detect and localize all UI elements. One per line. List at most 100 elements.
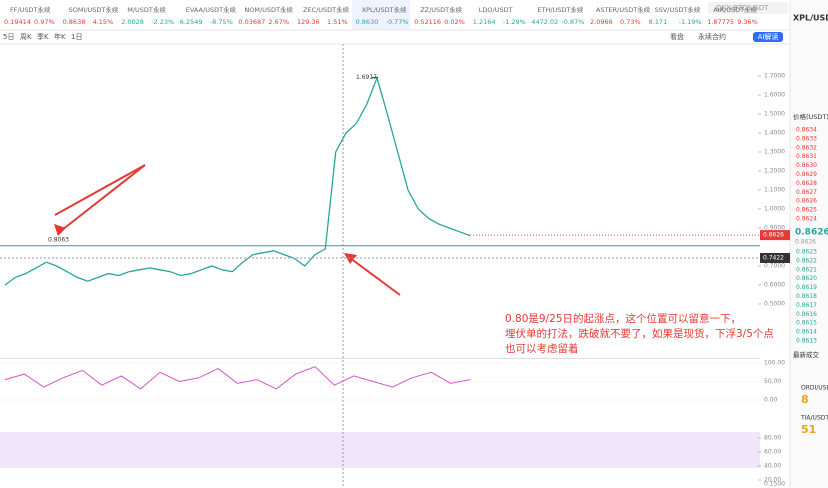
tab-change[interactable]: 0.73% bbox=[620, 18, 641, 26]
toolbar-item[interactable]: 看盘 bbox=[670, 32, 684, 41]
y-tick-label: 1.5000 bbox=[764, 111, 785, 118]
tab-name[interactable]: NOM/USDT永续 bbox=[244, 5, 293, 14]
tab-change[interactable]: -0.77% bbox=[386, 18, 409, 26]
interval[interactable]: 年K bbox=[54, 32, 66, 41]
list-name[interactable]: TIA/USDT bbox=[800, 415, 828, 422]
tab-price[interactable]: 0.8630 bbox=[356, 18, 379, 26]
tab-price[interactable]: 4472.02 bbox=[531, 18, 558, 26]
price-tag-text: 0.8626 bbox=[763, 232, 784, 239]
ai-label[interactable]: AI解读 bbox=[758, 32, 779, 41]
ask: 0.8627 bbox=[796, 189, 817, 196]
tab-change[interactable]: -8.75% bbox=[210, 18, 233, 26]
annotation: 埋伏单的打法，跌破就不要了，如果是现货，下浮3/5个点 bbox=[505, 327, 774, 340]
tab-name[interactable]: ASTER/USDT永续 bbox=[596, 5, 651, 14]
tab-price[interactable]: 0.52116 bbox=[414, 18, 441, 26]
ai-button[interactable] bbox=[753, 32, 783, 42]
tab-change[interactable]: -0.87% bbox=[561, 18, 584, 26]
tab-name[interactable]: SOMI/USDT永续 bbox=[69, 5, 119, 14]
toolbar-item[interactable]: 永续合约 bbox=[698, 32, 726, 41]
tab-price[interactable]: 0.19414 bbox=[4, 18, 31, 26]
y-tick-label: 0.7000 bbox=[764, 263, 785, 270]
interval[interactable]: 1日 bbox=[71, 33, 82, 41]
y-tick-label: 50.00 bbox=[764, 378, 781, 385]
tab-change[interactable]: -1.29% bbox=[503, 18, 526, 26]
arrow bbox=[349, 257, 401, 296]
tab-price[interactable]: 6.2549 bbox=[180, 18, 203, 26]
price-tag bbox=[760, 230, 790, 241]
tab-name[interactable]: M/USDT永续 bbox=[127, 5, 166, 14]
tab-name[interactable]: ETH/USDT永续 bbox=[537, 5, 584, 14]
tab-price[interactable]: 2.0966 bbox=[590, 18, 613, 26]
ask: 0.8625 bbox=[796, 207, 817, 214]
list-value[interactable]: 51 bbox=[801, 423, 816, 436]
tab-change[interactable]: 0.02% bbox=[444, 18, 465, 26]
bid: 0.8619 bbox=[796, 284, 817, 291]
tab-change[interactable]: 9.36% bbox=[737, 18, 758, 26]
tab-change[interactable]: -2.23% bbox=[151, 18, 174, 26]
price-tag-text: 0.7422 bbox=[763, 254, 784, 261]
tab-name[interactable]: ZZ/USDT永续 bbox=[420, 5, 462, 14]
tab-name[interactable]: FF/USDT永续 bbox=[10, 5, 51, 14]
tab-change[interactable]: 1.51% bbox=[327, 18, 348, 26]
y-tick-label: 0.6000 bbox=[764, 282, 785, 289]
tab-change[interactable]: 4.15% bbox=[93, 18, 114, 26]
tab-name[interactable]: LDO/USDT bbox=[479, 6, 513, 14]
interval[interactable]: 周K bbox=[20, 33, 32, 41]
active-tab bbox=[352, 0, 410, 30]
book-title: 价格(USDT) bbox=[793, 112, 828, 121]
y-tick-label: 40.00 bbox=[764, 463, 781, 470]
tab-bar bbox=[0, 0, 828, 30]
tab-price[interactable]: 1.2164 bbox=[473, 18, 496, 26]
y-tick-label: 1.1000 bbox=[764, 187, 785, 194]
search-box[interactable] bbox=[708, 2, 788, 14]
interval[interactable]: 5日 bbox=[3, 33, 14, 41]
y-tick-label: 1.3000 bbox=[764, 149, 785, 156]
bid: 0.8616 bbox=[796, 311, 817, 318]
tab-price[interactable]: 2.0028 bbox=[121, 18, 144, 26]
symbol: XPL/USDT bbox=[793, 14, 828, 23]
y-tick-label: 1.6000 bbox=[764, 92, 785, 99]
annotation: 也可以考虑留着 bbox=[505, 342, 579, 355]
bottom-label: 0.1500 bbox=[764, 481, 785, 488]
y-tick-label: 1.2000 bbox=[764, 168, 785, 175]
y-tick-label: 60.00 bbox=[764, 449, 781, 456]
tab-name[interactable]: AIA/USDT永续 bbox=[713, 5, 757, 14]
high-label: 1.6917 bbox=[356, 74, 377, 81]
ask: 0.8631 bbox=[796, 153, 817, 160]
ask: 0.8628 bbox=[796, 180, 817, 187]
arrow bbox=[61, 164, 146, 231]
tab-name[interactable]: EVAA/USDT永续 bbox=[186, 5, 237, 14]
tab-change[interactable]: 0.97% bbox=[34, 18, 55, 26]
search-text[interactable]: OKX:BTC/USDT bbox=[716, 4, 769, 12]
interval[interactable]: 季K bbox=[37, 32, 49, 41]
bid: 0.8623 bbox=[796, 249, 817, 256]
y-tick-label: 1.0000 bbox=[764, 206, 785, 213]
bid: 0.8618 bbox=[796, 293, 817, 300]
price-line bbox=[4, 75, 471, 286]
tab-price[interactable]: 129.36 bbox=[297, 18, 320, 26]
arrow bbox=[54, 164, 146, 216]
y-tick-label: 1.7000 bbox=[764, 73, 785, 80]
tab-change[interactable]: 2.67% bbox=[268, 18, 289, 26]
ask: 0.8632 bbox=[796, 144, 817, 151]
tab-price[interactable]: 0.03687 bbox=[238, 18, 265, 26]
tab-name[interactable]: SSV/USDT永续 bbox=[655, 5, 701, 14]
divider bbox=[0, 358, 760, 359]
tab-name[interactable]: XPL/USDT永续 bbox=[362, 5, 408, 14]
bid: 0.8614 bbox=[796, 329, 817, 336]
y-tick-label: 0.5000 bbox=[764, 301, 785, 308]
tab-price[interactable]: 1.87775 bbox=[707, 18, 734, 26]
tab-price[interactable]: 8.171 bbox=[649, 18, 668, 26]
ask: 0.8626 bbox=[796, 198, 817, 205]
tab-change[interactable]: -1.19% bbox=[679, 18, 702, 26]
indicator-band bbox=[0, 432, 760, 468]
tab-price[interactable]: 0.8638 bbox=[63, 18, 86, 26]
bid: 0.8620 bbox=[796, 275, 817, 282]
tab-name[interactable]: ZEC/USDT永续 bbox=[303, 5, 350, 14]
list-name[interactable]: ORDI/USDT bbox=[801, 385, 828, 392]
y-tick-label: 1.4000 bbox=[764, 130, 785, 137]
arrow-head bbox=[54, 224, 66, 236]
list-value[interactable]: 8 bbox=[801, 393, 809, 406]
